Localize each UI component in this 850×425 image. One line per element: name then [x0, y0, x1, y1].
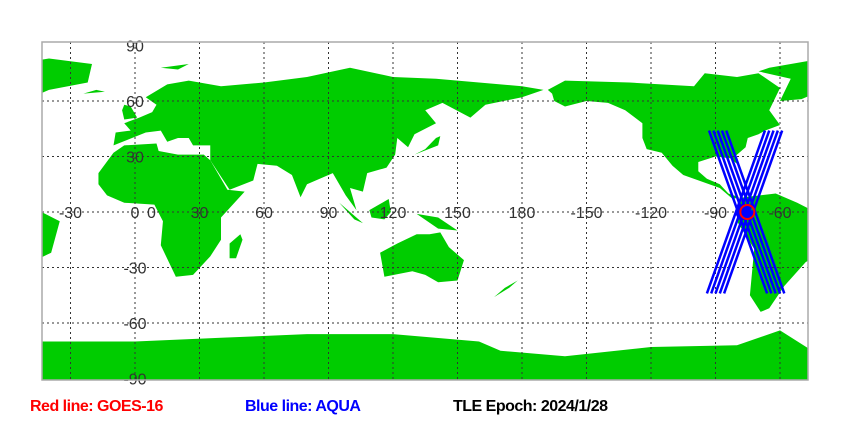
lat-label: 60 — [126, 94, 144, 111]
legend-red-line: Red line: GOES-16 — [30, 398, 163, 415]
lon-label: -150 — [570, 205, 602, 222]
land-namerica — [547, 73, 780, 200]
lon-label: 60 — [255, 205, 273, 222]
land-samerica — [42, 212, 60, 258]
land-japan — [414, 136, 441, 155]
land-newguinea — [416, 213, 458, 231]
lon-label: -30 — [59, 205, 82, 222]
aqua-track-line — [722, 130, 784, 294]
land-borneo — [369, 199, 391, 220]
graticule — [42, 42, 808, 380]
lat-label: -30 — [123, 261, 146, 278]
lon-label: -60 — [768, 205, 791, 222]
land-antarctica — [812, 330, 850, 387]
lon-label: -90 — [704, 205, 727, 222]
lon-label: 90 — [320, 205, 338, 222]
land-australia — [380, 232, 464, 283]
landmasses — [0, 58, 850, 387]
land-uk — [122, 104, 138, 120]
land-sumatra — [339, 202, 363, 224]
lat-label: 90 — [126, 39, 144, 56]
land-africa — [98, 143, 245, 277]
lon-label: 150 — [444, 205, 471, 222]
land-iceland — [83, 89, 105, 94]
land-newzealand — [494, 280, 518, 298]
aqua-position-marker — [735, 204, 752, 220]
satellite-markers — [735, 204, 756, 220]
lon-label: -120 — [635, 205, 667, 222]
lon-label: 0 — [131, 205, 140, 222]
lon-label: 30 — [191, 205, 209, 222]
goes16-position-marker — [739, 204, 756, 220]
land-madagascar — [229, 234, 243, 259]
land-svalbard — [160, 64, 189, 70]
lon-label: 180 — [509, 205, 536, 222]
land-greenland — [758, 61, 808, 101]
lat-label: -60 — [123, 316, 146, 333]
map-frame — [41, 41, 809, 381]
land-greenland — [42, 58, 92, 93]
lat-label: 0 — [147, 205, 156, 222]
lat-label: 30 — [126, 150, 144, 167]
lon-label: 120 — [380, 205, 407, 222]
legend-blue-line: Blue line: AQUA — [245, 398, 361, 415]
legend-tle-epoch: TLE Epoch: 2024/1/28 — [453, 398, 608, 415]
land-antarctica — [42, 330, 808, 380]
land-namerica — [0, 73, 6, 199]
